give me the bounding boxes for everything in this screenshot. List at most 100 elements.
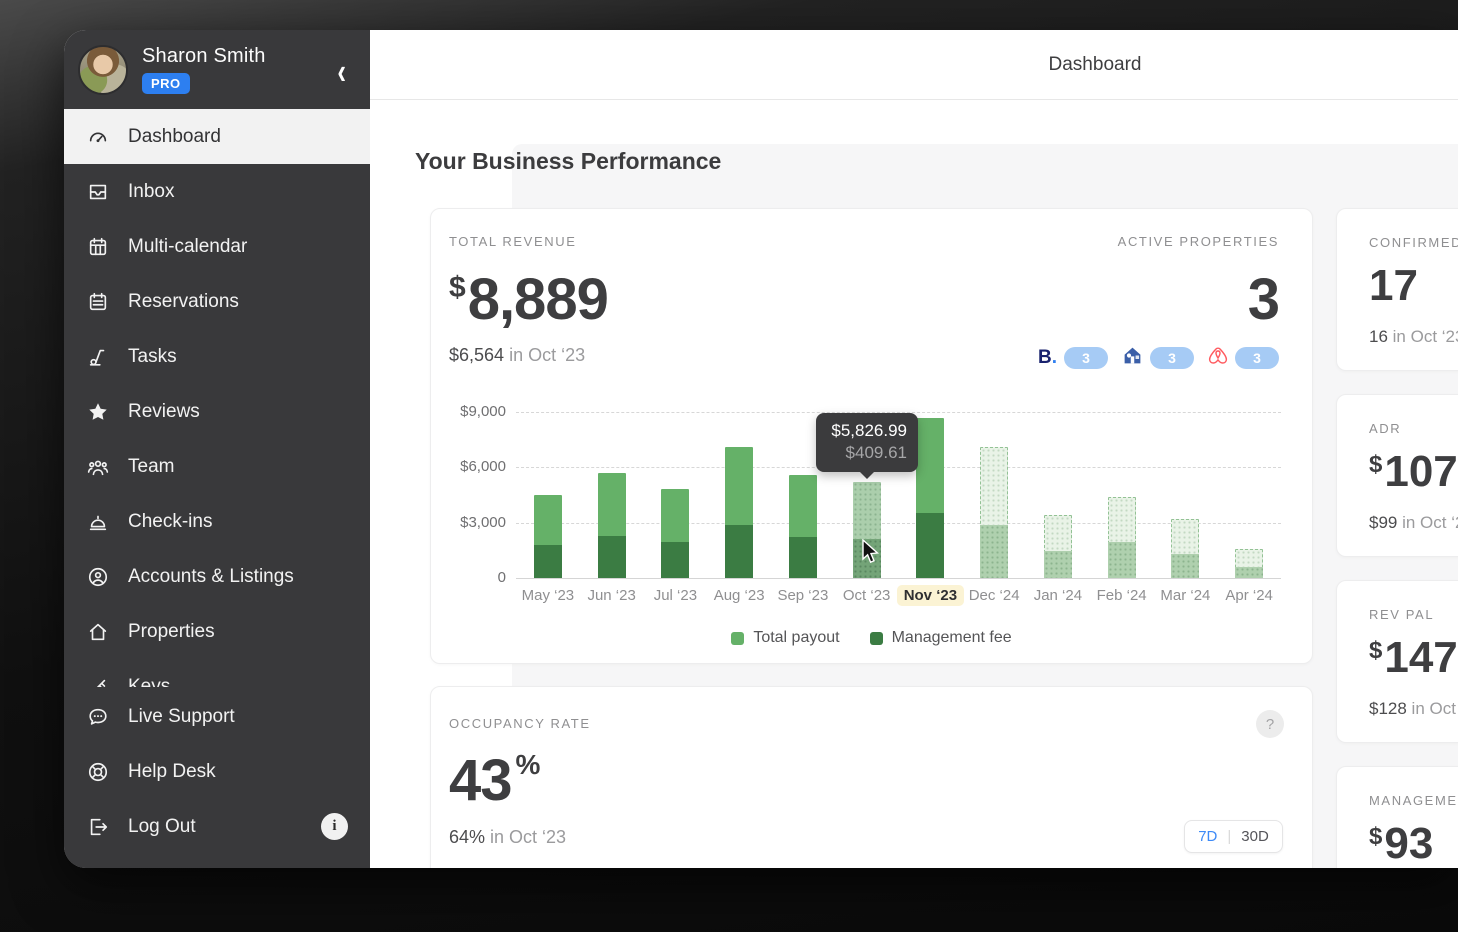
revenue-chart[interactable]: $9,000 $6,000 $3,000 0 May ‘23 Jun ‘23 Jul ‘23… bbox=[460, 403, 1281, 606]
x-axis-label: Feb ‘24 bbox=[1096, 587, 1147, 604]
sidebar-item-label: Dashboard bbox=[128, 125, 221, 147]
management-fee-card: MANAGEMENT FEE $93 bbox=[1336, 766, 1458, 868]
platform-count-badge: 3 bbox=[1150, 347, 1194, 369]
platform-airbnb: 3 bbox=[1208, 346, 1279, 371]
user-profile[interactable]: Sharon Smith PRO ‹ bbox=[64, 30, 370, 109]
calendar-icon bbox=[86, 235, 110, 259]
sidebar-item-tasks[interactable]: Tasks bbox=[64, 329, 370, 384]
house-icon bbox=[86, 620, 110, 644]
sidebar-item-accounts-listings[interactable]: Accounts & Listings bbox=[64, 549, 370, 604]
stat-subtext: $99 in Oct ‘23 bbox=[1369, 513, 1458, 532]
sidebar-item-help-desk[interactable]: Help Desk bbox=[64, 744, 370, 799]
management-fee-segment bbox=[980, 525, 1009, 578]
bell-icon bbox=[86, 510, 110, 534]
sidebar-item-live-support[interactable]: Live Support bbox=[64, 689, 370, 744]
bar-jan24[interactable] bbox=[1043, 515, 1072, 578]
sidebar-item-inbox[interactable]: Inbox bbox=[64, 164, 370, 219]
stat-value: $93 bbox=[1369, 819, 1434, 868]
stat-subtext: 16 in Oct ‘23 bbox=[1369, 327, 1458, 346]
adr-card: ADR $107 $99 in Oct ‘23 bbox=[1336, 394, 1458, 557]
platform-house: 3 bbox=[1122, 345, 1194, 371]
platform-booking: B. 3 bbox=[1038, 347, 1108, 369]
stat-label: REV PAL bbox=[1369, 607, 1435, 622]
info-icon[interactable]: i bbox=[321, 813, 348, 840]
platform-count-badge: 3 bbox=[1064, 347, 1108, 369]
x-axis-label: Aug ‘23 bbox=[713, 587, 765, 604]
help-icon[interactable]: ? bbox=[1256, 710, 1284, 738]
airbnb-icon bbox=[1208, 346, 1228, 371]
bar-aug23[interactable] bbox=[725, 447, 754, 578]
sidebar-item-label: Help Desk bbox=[128, 760, 216, 782]
bar-jul23[interactable] bbox=[661, 489, 690, 578]
management-fee-segment bbox=[661, 542, 690, 578]
account-icon bbox=[86, 565, 110, 589]
management-fee-segment bbox=[597, 536, 626, 578]
occupancy-value: 43% bbox=[449, 748, 541, 813]
total-revenue-value: $8,889 bbox=[449, 267, 609, 332]
page-title: Dashboard bbox=[1048, 54, 1142, 75]
collapse-sidebar-button[interactable]: ‹ bbox=[337, 50, 346, 92]
x-axis-label: May ‘23 bbox=[521, 587, 575, 604]
sidebar-item-label: Log Out bbox=[128, 815, 196, 837]
bar-jun23[interactable] bbox=[597, 473, 626, 578]
x-axis-label: Oct ‘23 bbox=[842, 587, 891, 604]
stat-label: CONFIRMED bbox=[1369, 235, 1458, 250]
bar-oct23[interactable] bbox=[852, 482, 881, 578]
x-axis-label: Apr ‘24 bbox=[1225, 587, 1273, 604]
sidebar-item-check-ins[interactable]: Check-ins bbox=[64, 494, 370, 549]
sidebar-footer-nav: Live Support Help Desk Log Out i bbox=[64, 687, 370, 868]
stat-subtext: $128 in Oct ‘23 bbox=[1369, 699, 1458, 718]
sidebar-item-reviews[interactable]: Reviews bbox=[64, 384, 370, 439]
bar-feb24[interactable] bbox=[1107, 497, 1136, 578]
x-axis-label: Jul ‘23 bbox=[653, 587, 698, 604]
range-30d-option[interactable]: 30D bbox=[1241, 828, 1269, 845]
bar-may23[interactable] bbox=[533, 495, 562, 578]
tooltip-total: $5,826.99 bbox=[831, 421, 907, 440]
sidebar-item-label: Live Support bbox=[128, 705, 235, 727]
stat-label: ADR bbox=[1369, 421, 1402, 436]
rev-pal-card: REV PAL $147 $128 in Oct ‘23 bbox=[1336, 580, 1458, 743]
bar-apr24[interactable] bbox=[1235, 549, 1264, 578]
stat-value: $107 bbox=[1369, 447, 1458, 496]
legend-label: Total payout bbox=[753, 629, 840, 646]
inbox-icon bbox=[86, 180, 110, 204]
sidebar-item-reservations[interactable]: Reservations bbox=[64, 274, 370, 329]
range-7d-option[interactable]: 7D bbox=[1198, 828, 1218, 845]
management-fee-segment bbox=[1171, 554, 1200, 578]
sidebar-item-properties[interactable]: Properties bbox=[64, 604, 370, 659]
date-range-toggle[interactable]: 7D | 30D bbox=[1184, 820, 1283, 853]
x-axis-label: Jan ‘24 bbox=[1033, 587, 1083, 604]
legend-item-total-payout: Total payout bbox=[731, 629, 840, 647]
occupancy-rate-card: OCCUPANCY RATE 43% 64% in Oct ‘23 ? 7D |… bbox=[430, 686, 1313, 868]
sidebar-item-label: Tasks bbox=[128, 345, 177, 367]
y-axis-tick: 0 bbox=[497, 569, 506, 586]
legend-swatch bbox=[731, 631, 745, 645]
y-axis-tick: $9,000 bbox=[460, 403, 506, 420]
content-area: Dashboard Your Business Performance TOTA… bbox=[370, 30, 1458, 868]
bar-nov23[interactable] bbox=[916, 418, 945, 578]
main-area: Your Business Performance TOTAL REVENUE … bbox=[370, 100, 1458, 868]
sidebar-item-multi-calendar[interactable]: Multi-calendar bbox=[64, 219, 370, 274]
management-fee-segment bbox=[1043, 551, 1072, 578]
bar-mar24[interactable] bbox=[1171, 519, 1200, 578]
bar-sep23[interactable] bbox=[788, 475, 817, 578]
sidebar-item-log-out[interactable]: Log Out i bbox=[64, 799, 370, 854]
y-axis-tick: $6,000 bbox=[460, 458, 506, 476]
mouse-cursor bbox=[862, 539, 880, 564]
sidebar-item-label: Check-ins bbox=[128, 510, 213, 532]
management-fee-segment bbox=[725, 525, 754, 578]
chat-icon bbox=[86, 705, 110, 729]
chart-tooltip: $5,826.99 $409.61 bbox=[816, 413, 918, 479]
sidebar-item-label: Multi-calendar bbox=[128, 235, 248, 257]
sidebar-item-label: Inbox bbox=[128, 180, 175, 202]
confirmed-card: CONFIRMED 17 16 in Oct ‘23 bbox=[1336, 208, 1458, 371]
total-revenue-subtext: $6,564 in Oct ‘23 bbox=[449, 345, 586, 365]
sidebar-item-dashboard[interactable]: Dashboard bbox=[64, 109, 370, 164]
platform-count-badge: 3 bbox=[1235, 347, 1279, 369]
sidebar-item-team[interactable]: Team bbox=[64, 439, 370, 494]
bar-dec24[interactable] bbox=[980, 447, 1009, 578]
management-fee-segment bbox=[788, 537, 817, 578]
x-axis-label: Sep ‘23 bbox=[777, 587, 829, 604]
active-properties-value: 3 bbox=[1247, 267, 1280, 332]
total-revenue-label: TOTAL REVENUE bbox=[449, 234, 577, 249]
